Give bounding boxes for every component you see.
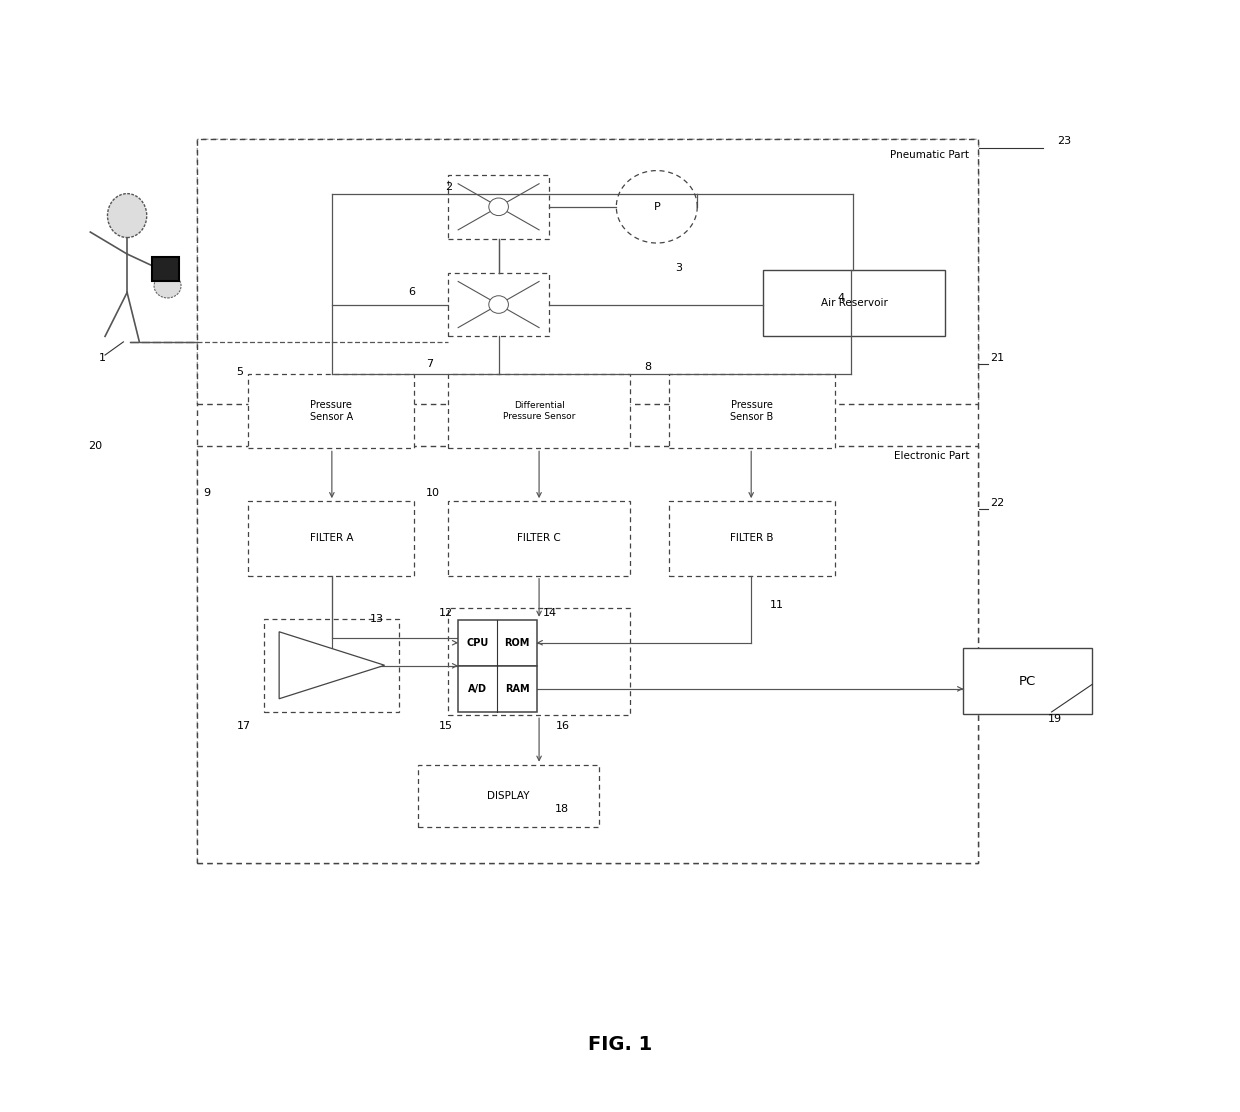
Bar bbox=[449, 175, 549, 239]
Text: 4: 4 bbox=[837, 292, 844, 302]
Text: 18: 18 bbox=[556, 804, 569, 814]
Text: 5: 5 bbox=[237, 367, 243, 377]
Text: DISPLAY: DISPLAY bbox=[487, 791, 529, 801]
Bar bbox=[670, 502, 835, 576]
Text: 17: 17 bbox=[237, 722, 250, 732]
Bar bbox=[418, 765, 599, 827]
Circle shape bbox=[489, 198, 508, 216]
Bar bbox=[248, 374, 414, 448]
Text: 6: 6 bbox=[408, 288, 415, 297]
Text: FILTER C: FILTER C bbox=[517, 534, 560, 544]
Text: Electronic Part: Electronic Part bbox=[894, 450, 970, 460]
Text: 19: 19 bbox=[1048, 714, 1063, 724]
Bar bbox=[449, 502, 630, 576]
Text: Differential
Pressure Sensor: Differential Pressure Sensor bbox=[503, 401, 575, 420]
Text: FILTER A: FILTER A bbox=[310, 534, 353, 544]
Text: 15: 15 bbox=[439, 722, 453, 732]
Text: CPU: CPU bbox=[466, 638, 489, 648]
Bar bbox=[197, 446, 978, 864]
Text: 3: 3 bbox=[676, 264, 682, 274]
Text: Pressure
Sensor A: Pressure Sensor A bbox=[310, 400, 353, 421]
Text: 7: 7 bbox=[427, 359, 434, 369]
Ellipse shape bbox=[108, 193, 146, 238]
Text: FIG. 1: FIG. 1 bbox=[588, 1035, 652, 1054]
Text: RAM: RAM bbox=[505, 684, 529, 694]
Bar bbox=[458, 666, 537, 712]
Bar bbox=[248, 502, 414, 576]
Bar bbox=[963, 648, 1092, 714]
Text: A/D: A/D bbox=[469, 684, 487, 694]
Bar bbox=[449, 272, 549, 336]
Text: 20: 20 bbox=[88, 441, 102, 451]
Text: PC: PC bbox=[1019, 675, 1037, 687]
Text: ROM: ROM bbox=[505, 638, 529, 648]
Text: 8: 8 bbox=[645, 363, 652, 373]
Bar bbox=[197, 139, 978, 405]
Bar bbox=[449, 607, 630, 715]
Bar bbox=[670, 374, 835, 448]
Text: Air Reservoir: Air Reservoir bbox=[821, 298, 888, 308]
Text: 16: 16 bbox=[556, 722, 569, 732]
Text: 11: 11 bbox=[770, 600, 784, 610]
Text: 12: 12 bbox=[439, 608, 453, 618]
Text: 2: 2 bbox=[445, 182, 451, 192]
Text: 23: 23 bbox=[1056, 136, 1071, 146]
Text: FILTER B: FILTER B bbox=[730, 534, 774, 544]
Text: 13: 13 bbox=[371, 614, 384, 624]
Text: 22: 22 bbox=[991, 498, 1004, 508]
Bar bbox=[764, 270, 945, 336]
Text: 14: 14 bbox=[543, 608, 557, 618]
Text: 9: 9 bbox=[203, 488, 211, 498]
Text: 10: 10 bbox=[425, 488, 439, 498]
Polygon shape bbox=[279, 632, 384, 698]
Ellipse shape bbox=[154, 274, 181, 298]
Bar bbox=[458, 619, 537, 666]
Text: Pressure
Sensor B: Pressure Sensor B bbox=[730, 400, 774, 421]
Text: 21: 21 bbox=[991, 354, 1004, 364]
FancyBboxPatch shape bbox=[151, 257, 179, 281]
Text: P: P bbox=[653, 201, 660, 211]
Bar bbox=[264, 618, 399, 712]
Circle shape bbox=[489, 296, 508, 314]
Bar bbox=[197, 139, 978, 864]
Bar bbox=[449, 374, 630, 448]
Text: 1: 1 bbox=[99, 354, 107, 364]
Text: Pneumatic Part: Pneumatic Part bbox=[890, 150, 970, 160]
